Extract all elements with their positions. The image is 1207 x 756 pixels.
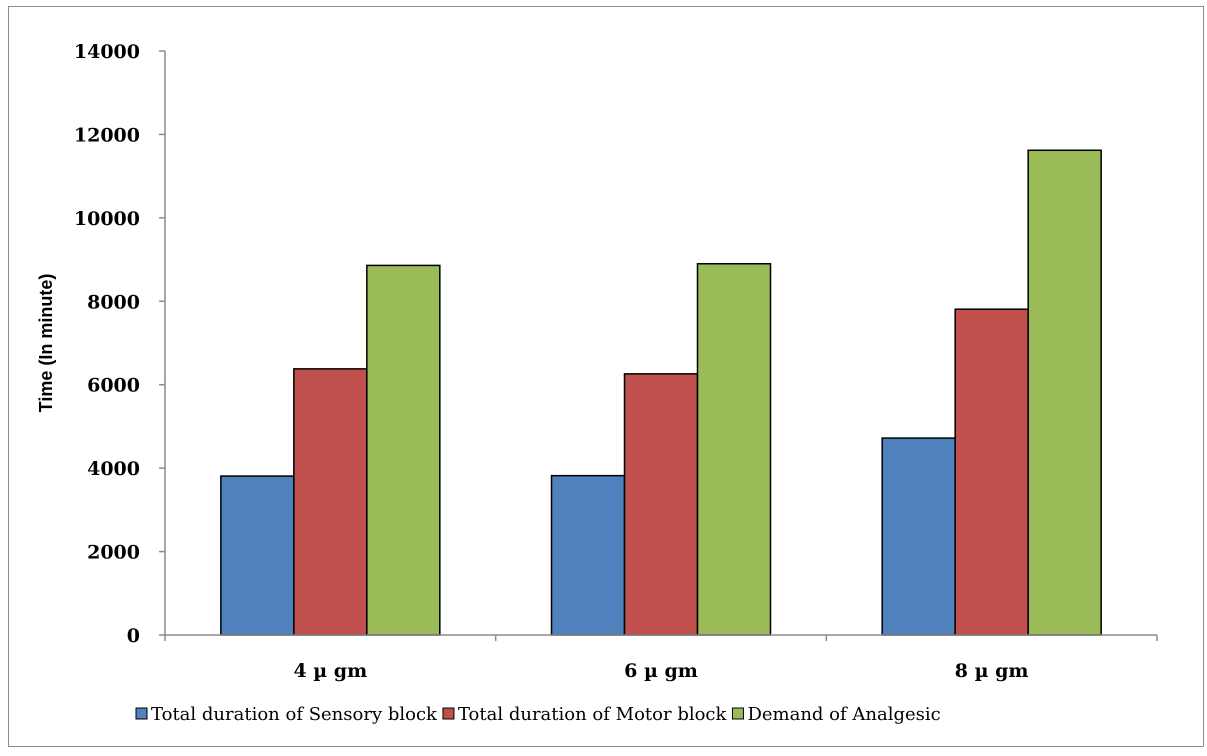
y-ticks: 0 2000 4000 6000 8000 10000 12000 14000 (74, 41, 165, 647)
bar (220, 475, 295, 636)
y-tick-label: 6000 (87, 375, 140, 397)
y-tick-label: 0 (127, 625, 140, 647)
bar (366, 264, 441, 636)
legend-swatch (135, 707, 148, 720)
x-tick-label: 4 µ gm (293, 660, 367, 682)
bar (954, 308, 1029, 636)
x-tick-label: 8 µ gm (955, 660, 1029, 682)
y-tick-label: 4000 (87, 458, 140, 480)
legend-swatch (731, 707, 744, 720)
axes-layer (164, 51, 1157, 636)
legend: Total duration of Sensory block Total dur… (135, 704, 941, 725)
bars-layer (220, 149, 1102, 636)
bar (696, 262, 772, 636)
bar (1027, 149, 1102, 636)
x-tick-label: 6 µ gm (624, 660, 698, 682)
y-tick-label: 10000 (74, 208, 140, 230)
legend-label: Total duration of Sensory block (151, 704, 438, 725)
y-tick-label: 12000 (74, 124, 140, 146)
y-axis-label: Time (In minute) (36, 274, 56, 413)
legend-label: Demand of Analgesic (747, 704, 940, 725)
y-tick-label: 8000 (87, 291, 140, 313)
bar (623, 373, 699, 636)
bar (550, 474, 626, 636)
bar (293, 368, 368, 636)
y-tick-label: 2000 (87, 542, 140, 564)
legend-label: Total duration of Motor block (458, 704, 728, 725)
x-ticks: 4 µ gm 6 µ gm 8 µ gm (164, 635, 1158, 682)
legend-swatch (442, 707, 455, 720)
y-tick-label: 14000 (74, 41, 140, 63)
bar (881, 437, 956, 636)
